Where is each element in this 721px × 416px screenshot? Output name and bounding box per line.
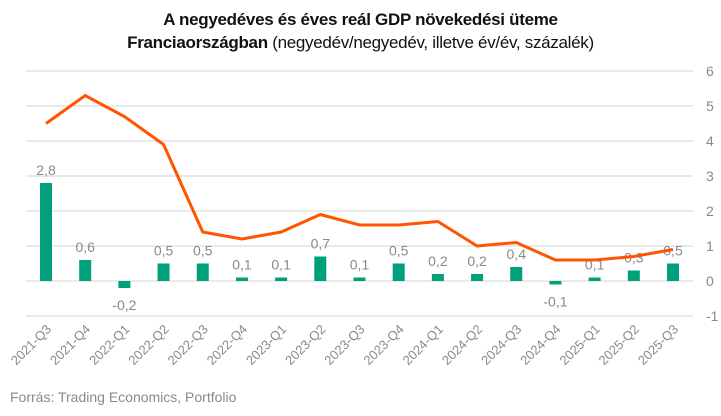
bar bbox=[40, 183, 52, 281]
bar-data-label: -0,2 bbox=[112, 297, 136, 313]
x-tick-label: 2024-Q1 bbox=[400, 322, 446, 368]
bar-data-label: 0,1 bbox=[350, 257, 370, 273]
bar-labels: 2,8 0,6 -0,2 0,5 0,5 0,1 0,1 0,7 0,1 0,5 0,2 0,2 0,4… bbox=[36, 162, 683, 313]
x-tick-label: 2022-Q1 bbox=[86, 322, 132, 368]
bar bbox=[588, 277, 601, 281]
bar-data-label: 0,2 bbox=[467, 253, 487, 269]
x-tick-label: 2022-Q4 bbox=[204, 322, 250, 368]
title-line-2: Franciaországban (negyedév/negyedév, ill… bbox=[127, 33, 594, 52]
x-tick-label: 2022-Q2 bbox=[125, 322, 171, 368]
bar bbox=[314, 256, 327, 281]
bar-data-label: 2,8 bbox=[36, 162, 56, 178]
x-tick-label: 2024-Q4 bbox=[517, 322, 563, 368]
x-tick-label: 2025-Q1 bbox=[556, 322, 602, 368]
bar-data-label: 0,2 bbox=[428, 253, 448, 269]
x-tick-label: 2021-Q3 bbox=[8, 322, 54, 368]
x-axis-ticks: 2021-Q32021-Q42022-Q12022-Q22022-Q32022-… bbox=[8, 322, 681, 368]
bar-series bbox=[40, 183, 679, 288]
y-tick-label: 3 bbox=[706, 168, 714, 184]
y-tick-label: 2 bbox=[706, 203, 714, 219]
bar bbox=[667, 263, 679, 281]
bar-data-label: 0,1 bbox=[271, 257, 291, 273]
x-tick-label: 2021-Q4 bbox=[47, 322, 93, 368]
x-tick-label: 2025-Q3 bbox=[635, 322, 681, 368]
line-series bbox=[45, 93, 674, 262]
title-line-1: A negyedéves és éves reál GDP növekedési… bbox=[163, 10, 558, 29]
chart-title: A negyedéves és éves reál GDP növekedési… bbox=[0, 8, 721, 54]
bar-data-label: 0,4 bbox=[507, 246, 527, 262]
bar bbox=[392, 263, 405, 281]
source-note: Forrás: Trading Economics, Portfolio bbox=[10, 389, 237, 405]
bar-data-label: 0,1 bbox=[232, 257, 252, 273]
y-tick-label: 4 bbox=[706, 133, 714, 149]
bar-data-label: 0,5 bbox=[193, 243, 213, 259]
bar-data-label: 0,7 bbox=[311, 236, 331, 252]
bar bbox=[353, 277, 366, 281]
x-tick-label: 2023-Q3 bbox=[321, 322, 367, 368]
x-tick-label: 2024-Q2 bbox=[439, 322, 485, 368]
y-tick-label: 0 bbox=[706, 273, 714, 289]
bar bbox=[275, 277, 288, 281]
bar bbox=[549, 281, 562, 285]
bar bbox=[627, 270, 640, 281]
bar-data-label: 0,6 bbox=[75, 239, 95, 255]
y-tick-label: 5 bbox=[706, 98, 714, 114]
bar-data-label: -0,1 bbox=[543, 294, 567, 310]
bar bbox=[510, 267, 523, 281]
line-yoy bbox=[45, 93, 674, 262]
bar bbox=[196, 263, 209, 281]
bar bbox=[235, 277, 248, 281]
x-tick-label: 2022-Q3 bbox=[164, 322, 210, 368]
y-tick-label: 1 bbox=[706, 238, 714, 254]
bar bbox=[79, 260, 92, 281]
x-tick-label: 2023-Q1 bbox=[243, 322, 289, 368]
x-tick-label: 2023-Q4 bbox=[360, 322, 406, 368]
bar bbox=[118, 281, 131, 288]
y-tick-label: -1 bbox=[706, 308, 719, 324]
bar-data-label: 0,5 bbox=[389, 243, 409, 259]
gridlines bbox=[26, 70, 693, 317]
x-tick-label: 2025-Q2 bbox=[596, 322, 642, 368]
bar bbox=[471, 274, 484, 281]
bar bbox=[157, 263, 170, 281]
y-tick-label: 6 bbox=[706, 63, 714, 79]
bar bbox=[431, 274, 444, 281]
x-tick-label: 2023-Q2 bbox=[282, 322, 328, 368]
x-tick-label: 2024-Q3 bbox=[478, 322, 524, 368]
y-axis-ticks: -1 0 1 2 3 4 5 6 bbox=[706, 63, 719, 324]
bar-data-label: 0,5 bbox=[154, 243, 174, 259]
